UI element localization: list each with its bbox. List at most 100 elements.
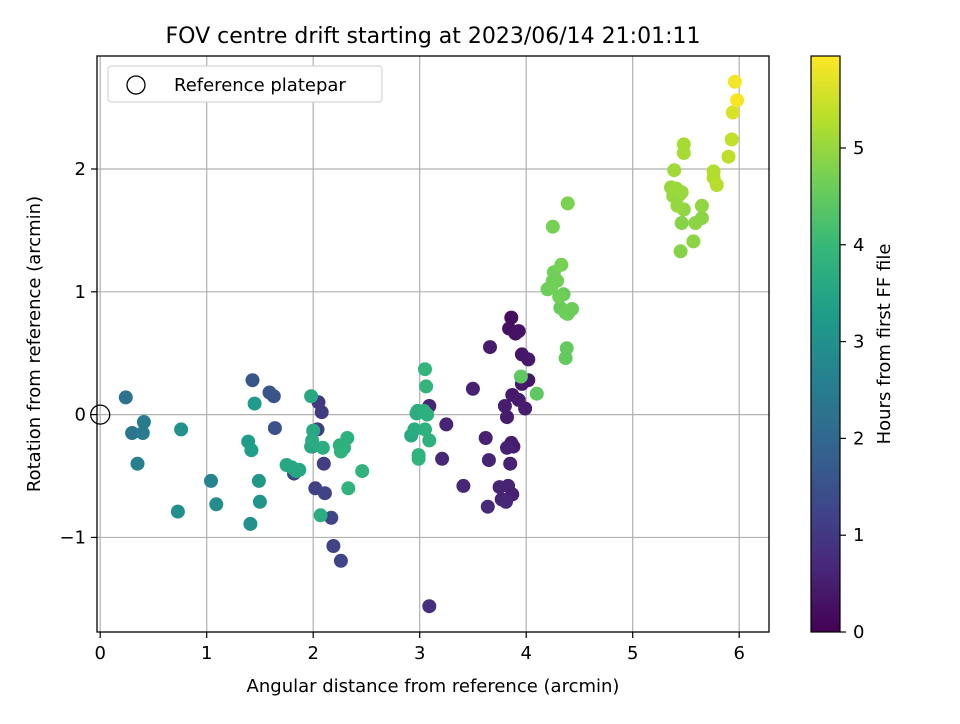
data-point [518, 401, 533, 416]
data-point [500, 440, 514, 455]
y-axis-ticks: −1 0 1 2 [59, 159, 97, 548]
y-axis-label: Rotation from reference (arcmin) [24, 196, 45, 492]
chart-title: FOV centre drift starting at 2023/06/14 … [166, 24, 701, 49]
data-point [513, 369, 528, 384]
data-point [674, 216, 689, 230]
data-point [504, 310, 519, 325]
data-point [135, 426, 150, 440]
data-point [340, 431, 355, 445]
data-point [316, 456, 331, 471]
data-point [407, 422, 422, 437]
data-points [90, 74, 745, 614]
data-point [341, 481, 356, 496]
colorbar-tick-label: 2 [853, 428, 864, 449]
data-point [497, 399, 512, 413]
colorbar-tick-label: 5 [853, 138, 864, 159]
data-point [317, 486, 332, 501]
data-point [500, 410, 514, 425]
data-point [251, 473, 266, 488]
data-point [559, 341, 574, 356]
colorbar-tick-label: 0 [853, 622, 864, 643]
data-point [503, 456, 518, 471]
data-point [422, 433, 437, 448]
colorbar-label: Hours from first FF file [874, 244, 895, 445]
y-tick-label: 2 [75, 159, 86, 180]
colorbar-tick-label: 1 [853, 525, 864, 546]
data-point [499, 494, 513, 509]
data-point [355, 464, 370, 479]
data-point [674, 185, 689, 200]
data-point [333, 553, 348, 568]
data-point [554, 257, 569, 272]
data-point [118, 390, 133, 405]
colorbar-tick-label: 3 [853, 332, 864, 353]
data-point [673, 244, 688, 259]
data-point [511, 324, 526, 339]
data-point [721, 149, 736, 164]
data-point [420, 407, 435, 422]
data-point [125, 426, 140, 440]
data-point [456, 478, 471, 493]
data-point [411, 451, 426, 466]
x-axis-label: Angular distance from reference (arcmin) [247, 676, 620, 697]
data-point [244, 443, 259, 458]
x-tick-label: 3 [414, 643, 425, 664]
legend: Reference platepar [107, 65, 383, 103]
data-point [686, 234, 701, 249]
data-point [136, 415, 151, 429]
y-tick-label: −1 [59, 527, 86, 548]
data-point [313, 508, 328, 523]
data-point [315, 440, 330, 455]
data-point [565, 302, 579, 316]
colorbar-tick-label: 4 [853, 235, 864, 256]
data-point [245, 373, 260, 388]
data-point [247, 396, 262, 411]
data-point [481, 453, 496, 468]
plot-frame [96, 55, 770, 633]
data-point [304, 389, 319, 404]
data-point [521, 352, 536, 367]
data-point [435, 451, 450, 466]
x-tick-label: 6 [733, 643, 744, 664]
data-point [667, 163, 682, 178]
data-point [552, 289, 567, 304]
data-point [709, 178, 724, 192]
data-point [130, 456, 145, 471]
data-point [480, 499, 495, 514]
data-point [174, 422, 189, 437]
data-point [694, 198, 709, 213]
data-point [326, 539, 341, 553]
data-point [465, 381, 480, 396]
data-point [314, 405, 329, 420]
data-point [422, 599, 437, 614]
data-point [483, 340, 497, 355]
colorbar-ticks: 0 1 2 3 4 5 [840, 138, 864, 643]
data-point [560, 196, 575, 211]
data-point [262, 385, 277, 400]
data-point [252, 494, 267, 509]
y-tick-label: 0 [75, 405, 86, 426]
colorbar: 0 1 2 3 4 5 Hours from first FF file [810, 55, 895, 643]
legend-box [107, 65, 383, 103]
data-point [419, 379, 434, 394]
y-tick-label: 1 [75, 282, 86, 303]
data-point [694, 211, 709, 226]
data-point [170, 504, 185, 519]
data-point [529, 386, 544, 401]
data-point [727, 74, 742, 89]
data-point [676, 137, 691, 152]
reference-platepar-marker [90, 404, 111, 425]
data-point [545, 219, 560, 234]
x-tick-label: 2 [307, 643, 318, 664]
x-tick-label: 4 [520, 643, 531, 664]
x-axis-ticks: 0 1 2 3 4 5 6 [94, 632, 745, 664]
x-tick-label: 5 [627, 643, 638, 664]
data-point [243, 516, 258, 531]
data-point [209, 497, 224, 512]
grid [97, 56, 769, 632]
data-point [418, 362, 432, 377]
data-point [724, 132, 739, 147]
data-point [725, 105, 740, 120]
